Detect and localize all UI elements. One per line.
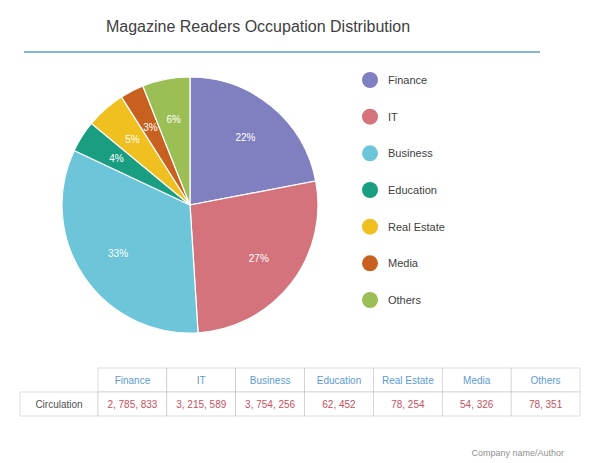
table-header: Education [317,375,361,386]
table-cell [236,368,305,392]
data-label: 27% [249,253,269,264]
table-cell [373,368,442,392]
table-cell [511,368,580,392]
legend-marker [362,109,378,125]
table-cell [373,392,442,416]
legend-item: IT [362,109,398,125]
table: Finance IT Business Education Real Estate Med… [20,368,580,416]
legend-item: Media [362,255,419,271]
table-cell [442,368,511,392]
legend-label: Business [388,147,433,159]
legend-label: Others [388,294,422,306]
legend-marker [362,292,378,308]
title-rule [24,51,540,53]
table-cell [98,392,167,416]
table-header: Others [531,375,561,386]
table-value: 3, 754, 256 [245,399,295,410]
table-cell [20,392,98,416]
table-value: 62, 452 [322,399,356,410]
table-value: 54, 326 [460,399,494,410]
data-label: 33% [108,248,128,259]
data-label: 6% [166,114,181,125]
legend-marker [362,182,378,198]
footer: Company name/Author [471,448,564,458]
table-header: Finance [115,375,151,386]
data-label: 3% [143,122,158,133]
table-header: Business [250,375,291,386]
table-value: 78, 254 [391,399,425,410]
data-label: 5% [125,134,140,145]
table-cell [167,368,236,392]
legend-marker [362,72,378,88]
legend-label: Real Estate [388,221,445,233]
title: Magazine Readers Occupation Distribution [106,18,410,35]
table-cell [236,392,305,416]
pie: 22% 27% 33% 4%5%3% 6% [62,77,318,333]
table-header: Media [463,375,491,386]
legend-label: Media [388,257,419,269]
table-header: IT [197,375,206,386]
table-value: 2, 785, 833 [107,399,157,410]
legend-label: IT [388,111,398,123]
table-cell [305,368,374,392]
data-label: 22% [235,132,255,143]
legend-item: Others [362,292,422,308]
legend-marker [362,255,378,271]
table-value: 78, 351 [529,399,563,410]
pie-slice [143,77,190,205]
table-cell [167,392,236,416]
table-cell [511,392,580,416]
table-cell [98,368,167,392]
legend-label: Education [388,184,437,196]
legend-item: Real Estate [362,219,445,235]
legend-item: Business [362,145,433,161]
data-label: 4% [109,153,124,164]
legend-marker [362,145,378,161]
legend-marker [362,219,378,235]
pie-slice [190,181,318,333]
chart: Magazine Readers Occupation Distribution… [0,0,600,463]
legend: Finance IT Business Education Real Estate Med… [362,72,445,308]
table-header: Real Estate [382,375,434,386]
legend-label: Finance [388,74,427,86]
table-cell [442,392,511,416]
table-value: 3, 215, 589 [176,399,226,410]
table-row-label: Circulation [35,399,82,410]
legend-item: Education [362,182,437,198]
table-cell [305,392,374,416]
legend-item: Finance [362,72,427,88]
